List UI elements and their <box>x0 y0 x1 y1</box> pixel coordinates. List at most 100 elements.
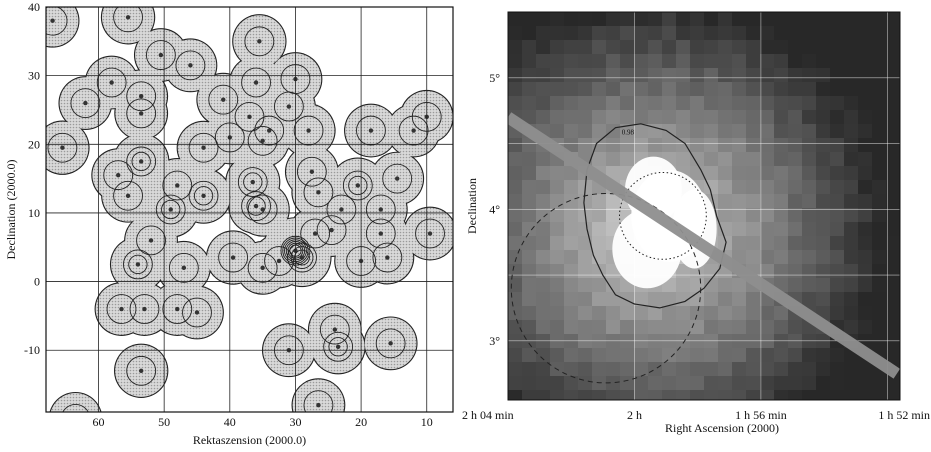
intensity-pixel <box>830 54 844 68</box>
intensity-pixel <box>830 250 844 264</box>
intensity-pixel <box>522 194 536 208</box>
contour-ring <box>241 67 271 98</box>
intensity-pixel <box>592 292 606 306</box>
intensity-pixel <box>858 138 872 152</box>
intensity-pixel <box>802 264 816 278</box>
intensity-pixel <box>886 26 900 40</box>
y-tick-label: 40 <box>28 0 40 14</box>
intensity-pixel <box>760 208 774 222</box>
intensity-pixel <box>662 54 676 68</box>
intensity-pixel <box>830 12 844 26</box>
intensity-pixel <box>732 292 746 306</box>
intensity-pixel <box>564 180 578 194</box>
intensity-pixel <box>704 40 718 54</box>
intensity-pixel <box>760 362 774 376</box>
intensity-pixel <box>816 26 830 40</box>
intensity-pixel <box>550 82 564 96</box>
contour-ring <box>365 218 396 249</box>
intensity-pixel <box>760 390 774 400</box>
intensity-pixel <box>872 320 886 334</box>
intensity-pixel <box>676 68 690 82</box>
intensity-pixel <box>536 194 550 208</box>
intensity-pixel <box>760 376 774 390</box>
source-peak <box>188 63 193 68</box>
x-tick-label: 30 <box>289 415 301 429</box>
intensity-pixel <box>634 320 648 334</box>
intensity-pixel <box>746 348 760 362</box>
intensity-pixel <box>858 264 872 278</box>
intensity-pixel <box>704 292 718 306</box>
intensity-pixel <box>858 54 872 68</box>
intensity-pixel <box>690 376 704 390</box>
intensity-pixel <box>886 390 900 400</box>
intensity-pixel <box>606 82 620 96</box>
intensity-pixel <box>774 250 788 264</box>
source-peak <box>119 306 124 312</box>
intensity-pixel <box>578 54 592 68</box>
intensity-pixel <box>508 390 522 400</box>
intensity-pixel <box>536 320 550 334</box>
intensity-pixel <box>732 306 746 320</box>
contour-ring <box>103 160 134 191</box>
intensity-pixel <box>858 292 872 306</box>
intensity-pixel <box>872 390 886 400</box>
contour-ring <box>126 355 157 386</box>
x-tick-label: 2 h <box>627 408 642 422</box>
intensity-pixel <box>788 278 802 292</box>
intensity-pixel <box>634 124 648 138</box>
source-peak <box>168 207 173 212</box>
intensity-pixel <box>774 376 788 390</box>
x-tick-label: 60 <box>93 415 105 429</box>
intensity-pixel <box>508 348 522 362</box>
intensity-pixel <box>704 166 718 180</box>
intensity-pixel <box>620 152 634 166</box>
intensity-pixel <box>578 222 592 236</box>
intensity-pixel <box>508 194 522 208</box>
intensity-pixel <box>508 362 522 376</box>
source-peak <box>142 306 147 312</box>
intensity-pixel <box>634 82 648 96</box>
source-peak <box>125 15 131 20</box>
intensity-pixel <box>536 250 550 264</box>
intensity-pixel <box>606 54 620 68</box>
source-peak <box>138 159 144 164</box>
intensity-pixel <box>620 26 634 40</box>
intensity-pixel <box>536 208 550 222</box>
intensity-pixel <box>704 320 718 334</box>
intensity-pixel <box>774 68 788 82</box>
contour-ring <box>126 98 157 129</box>
intensity-pixel <box>634 390 648 400</box>
source-peak <box>286 104 292 109</box>
source-peak <box>138 94 144 99</box>
intensity-pixel <box>592 236 606 250</box>
intensity-pixel <box>830 138 844 152</box>
intensity-pixel <box>592 96 606 110</box>
intensity-pixel <box>704 376 718 390</box>
intensity-pixel <box>564 208 578 222</box>
contour-ring <box>296 156 327 187</box>
source-peak <box>276 258 282 264</box>
intensity-pixel <box>732 166 746 180</box>
intensity-pixel <box>774 138 788 152</box>
intensity-pixel <box>746 124 760 138</box>
intensity-pixel <box>704 306 718 320</box>
intensity-pixel <box>816 376 830 390</box>
intensity-pixel <box>746 208 760 222</box>
intensity-pixel <box>802 278 816 292</box>
intensity-pixel <box>648 138 662 152</box>
intensity-pixel <box>746 222 760 236</box>
intensity-pixel <box>886 54 900 68</box>
intensity-pixel <box>788 222 802 236</box>
intensity-pixel <box>592 194 606 208</box>
intensity-pixel <box>522 250 536 264</box>
intensity-pixel <box>816 96 830 110</box>
intensity-pixel <box>690 306 704 320</box>
intensity-pixel <box>802 96 816 110</box>
intensity-pixel <box>830 264 844 278</box>
intensity-pixel <box>760 68 774 82</box>
intensity-pixel <box>816 40 830 54</box>
y-tick-label: -10 <box>24 343 40 357</box>
intensity-pixel <box>746 110 760 124</box>
intensity-pixel <box>620 124 634 138</box>
source-peak <box>138 111 144 116</box>
